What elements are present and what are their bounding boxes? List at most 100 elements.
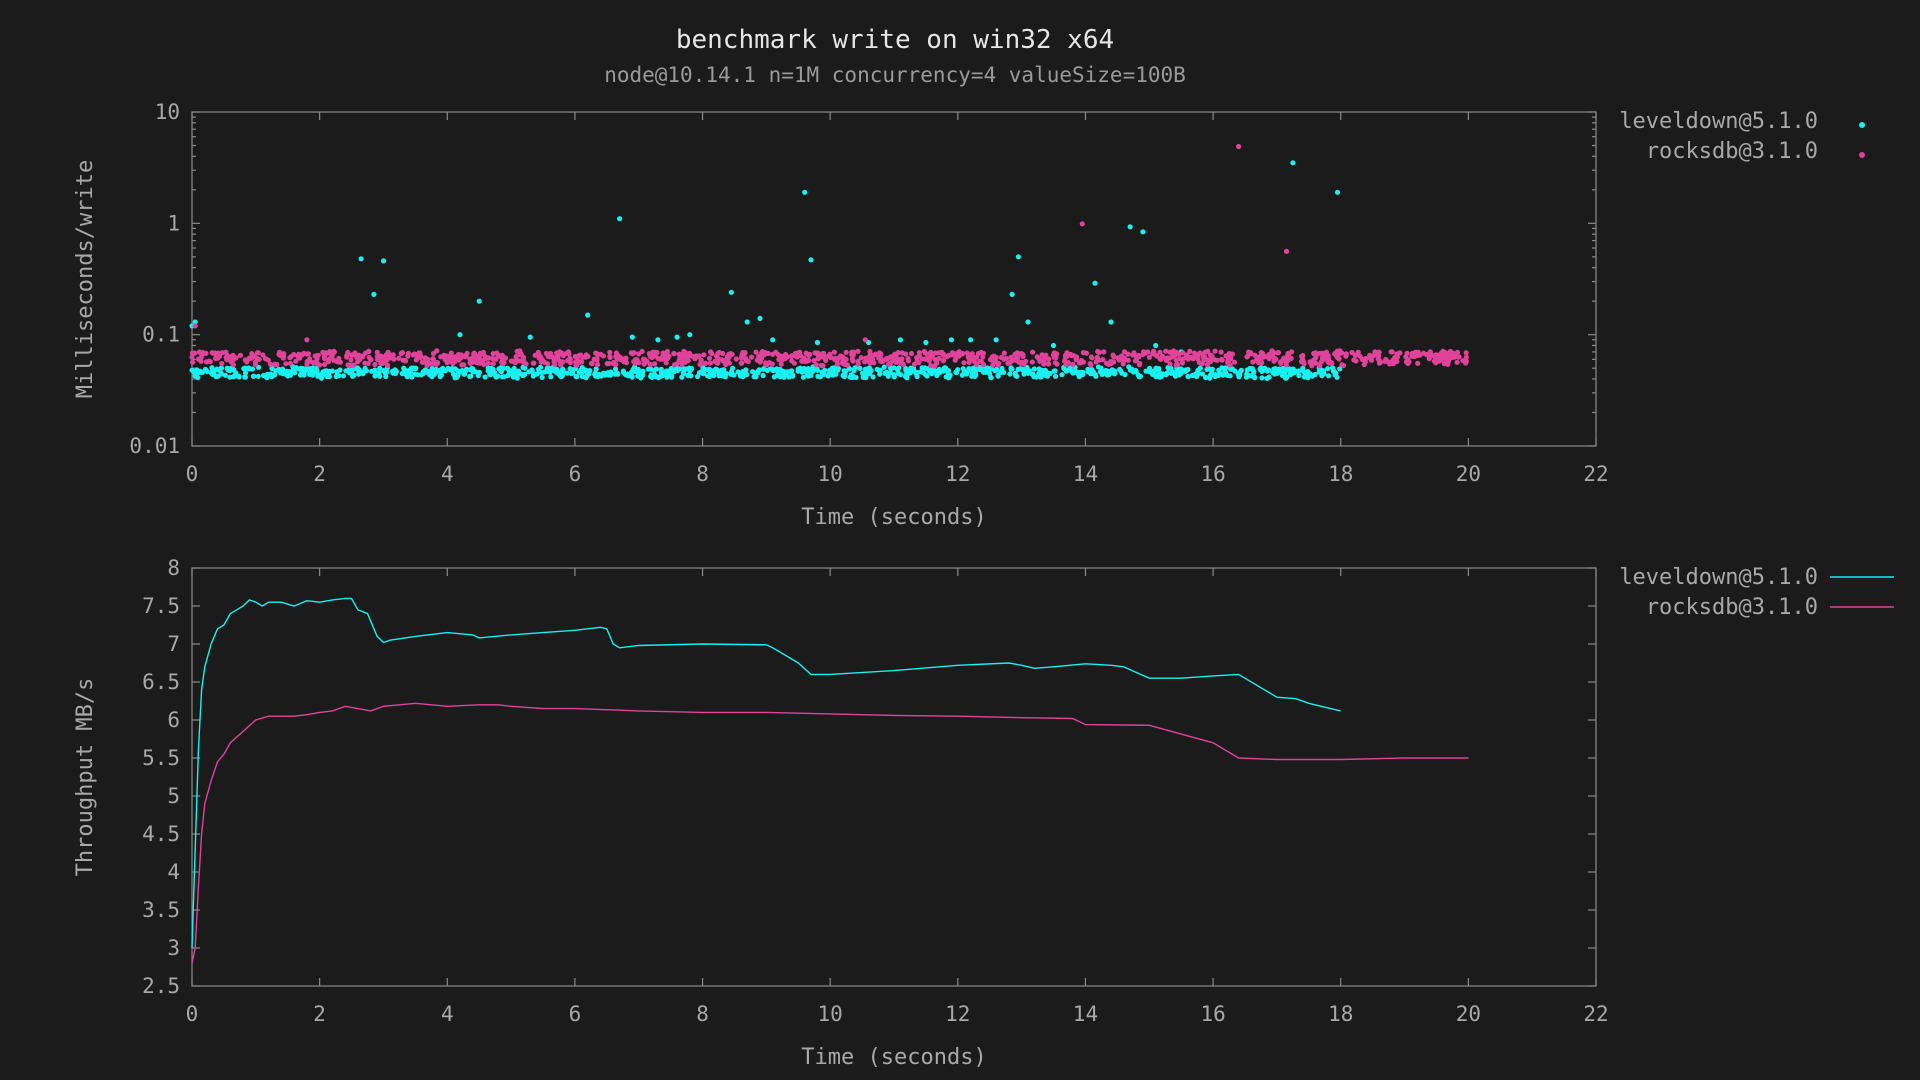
data-point	[1023, 358, 1029, 364]
data-point	[1157, 349, 1163, 355]
data-point	[1325, 366, 1331, 372]
data-point	[908, 350, 915, 357]
x-tick-label: 2	[313, 462, 326, 486]
data-point	[728, 371, 734, 377]
data-point	[276, 349, 283, 355]
data-point	[701, 352, 707, 358]
data-point	[555, 353, 561, 359]
data-point	[864, 358, 870, 364]
outlier-point	[802, 189, 808, 195]
data-point	[219, 350, 225, 356]
data-point	[520, 354, 527, 360]
data-point	[813, 362, 819, 368]
data-point	[405, 353, 411, 359]
data-point	[442, 356, 448, 362]
data-point	[765, 350, 771, 356]
data-point	[403, 358, 409, 364]
data-point	[1252, 352, 1258, 358]
data-point	[1427, 349, 1433, 355]
data-point	[1134, 354, 1140, 361]
data-point	[472, 369, 479, 375]
data-point	[1339, 350, 1345, 356]
data-point	[919, 356, 925, 362]
data-point	[273, 368, 279, 374]
data-point	[929, 353, 935, 359]
data-point	[1211, 356, 1217, 363]
outlier-point	[476, 298, 482, 304]
data-point	[490, 361, 496, 367]
data-point	[227, 374, 233, 380]
data-point	[722, 374, 728, 380]
data-point	[657, 373, 663, 380]
data-point	[190, 359, 196, 365]
data-point	[260, 352, 266, 358]
data-point	[1007, 359, 1013, 365]
data-point	[728, 351, 734, 357]
data-point	[1024, 366, 1030, 373]
data-point	[531, 371, 537, 377]
data-point	[775, 351, 781, 358]
x-tick-label: 6	[569, 462, 582, 486]
data-point	[700, 365, 706, 371]
data-point	[576, 369, 582, 375]
data-point	[280, 355, 286, 361]
data-point	[651, 367, 657, 374]
data-point	[321, 361, 328, 368]
data-point	[1177, 356, 1183, 362]
outlier-point	[728, 289, 734, 295]
data-point	[1256, 360, 1262, 366]
data-point	[1185, 374, 1191, 380]
legend-label: rocksdb@3.1.0	[1646, 139, 1818, 164]
data-point	[760, 372, 766, 379]
data-point	[635, 366, 641, 372]
data-point	[753, 374, 759, 380]
data-point	[244, 359, 250, 365]
x-tick-label: 10	[818, 462, 843, 486]
data-point	[1262, 365, 1268, 371]
data-point	[686, 365, 692, 371]
data-point	[308, 366, 314, 372]
data-point	[384, 362, 391, 368]
data-point	[806, 358, 812, 364]
data-point	[1202, 349, 1208, 355]
data-point	[424, 360, 430, 366]
y-tick-label: 0.01	[129, 434, 180, 458]
data-point	[750, 369, 756, 375]
data-point	[1261, 352, 1267, 359]
data-point	[618, 356, 624, 362]
y-tick-label: 4	[167, 860, 180, 884]
data-point	[666, 353, 672, 359]
data-point	[316, 362, 323, 368]
data-point	[1151, 348, 1157, 354]
data-point	[203, 359, 210, 365]
data-point	[693, 354, 699, 360]
outlier-point	[968, 337, 974, 343]
throughput-plot: 0 2 4 6 8 10 12 14 16 18 20 22 2.5 3 3.5 4 4.5 5 5.5 6 6.5 7 7…	[73, 556, 1894, 1070]
data-point	[329, 352, 335, 359]
data-point	[1368, 357, 1374, 363]
data-point	[930, 368, 936, 375]
data-point	[1405, 357, 1411, 363]
data-point	[1321, 354, 1327, 360]
data-point	[850, 373, 856, 379]
data-point	[1228, 356, 1234, 362]
data-point	[819, 369, 825, 375]
data-point	[660, 350, 666, 356]
data-point	[993, 359, 999, 365]
data-point	[799, 369, 805, 375]
outlier-point	[457, 332, 463, 338]
data-point	[1227, 373, 1233, 379]
y-axis-label: Milliseconds/write	[73, 160, 98, 398]
data-point	[322, 350, 329, 356]
data-point	[634, 357, 640, 363]
data-point	[264, 371, 271, 377]
data-point	[452, 375, 458, 381]
data-point	[1286, 366, 1293, 372]
data-point	[1003, 355, 1010, 361]
outlier-point	[1025, 319, 1031, 325]
y-axis-label: Throughput MB/s	[73, 678, 98, 877]
data-point	[561, 351, 567, 357]
data-point	[351, 362, 357, 368]
data-point	[1309, 373, 1315, 379]
data-point	[219, 360, 225, 367]
